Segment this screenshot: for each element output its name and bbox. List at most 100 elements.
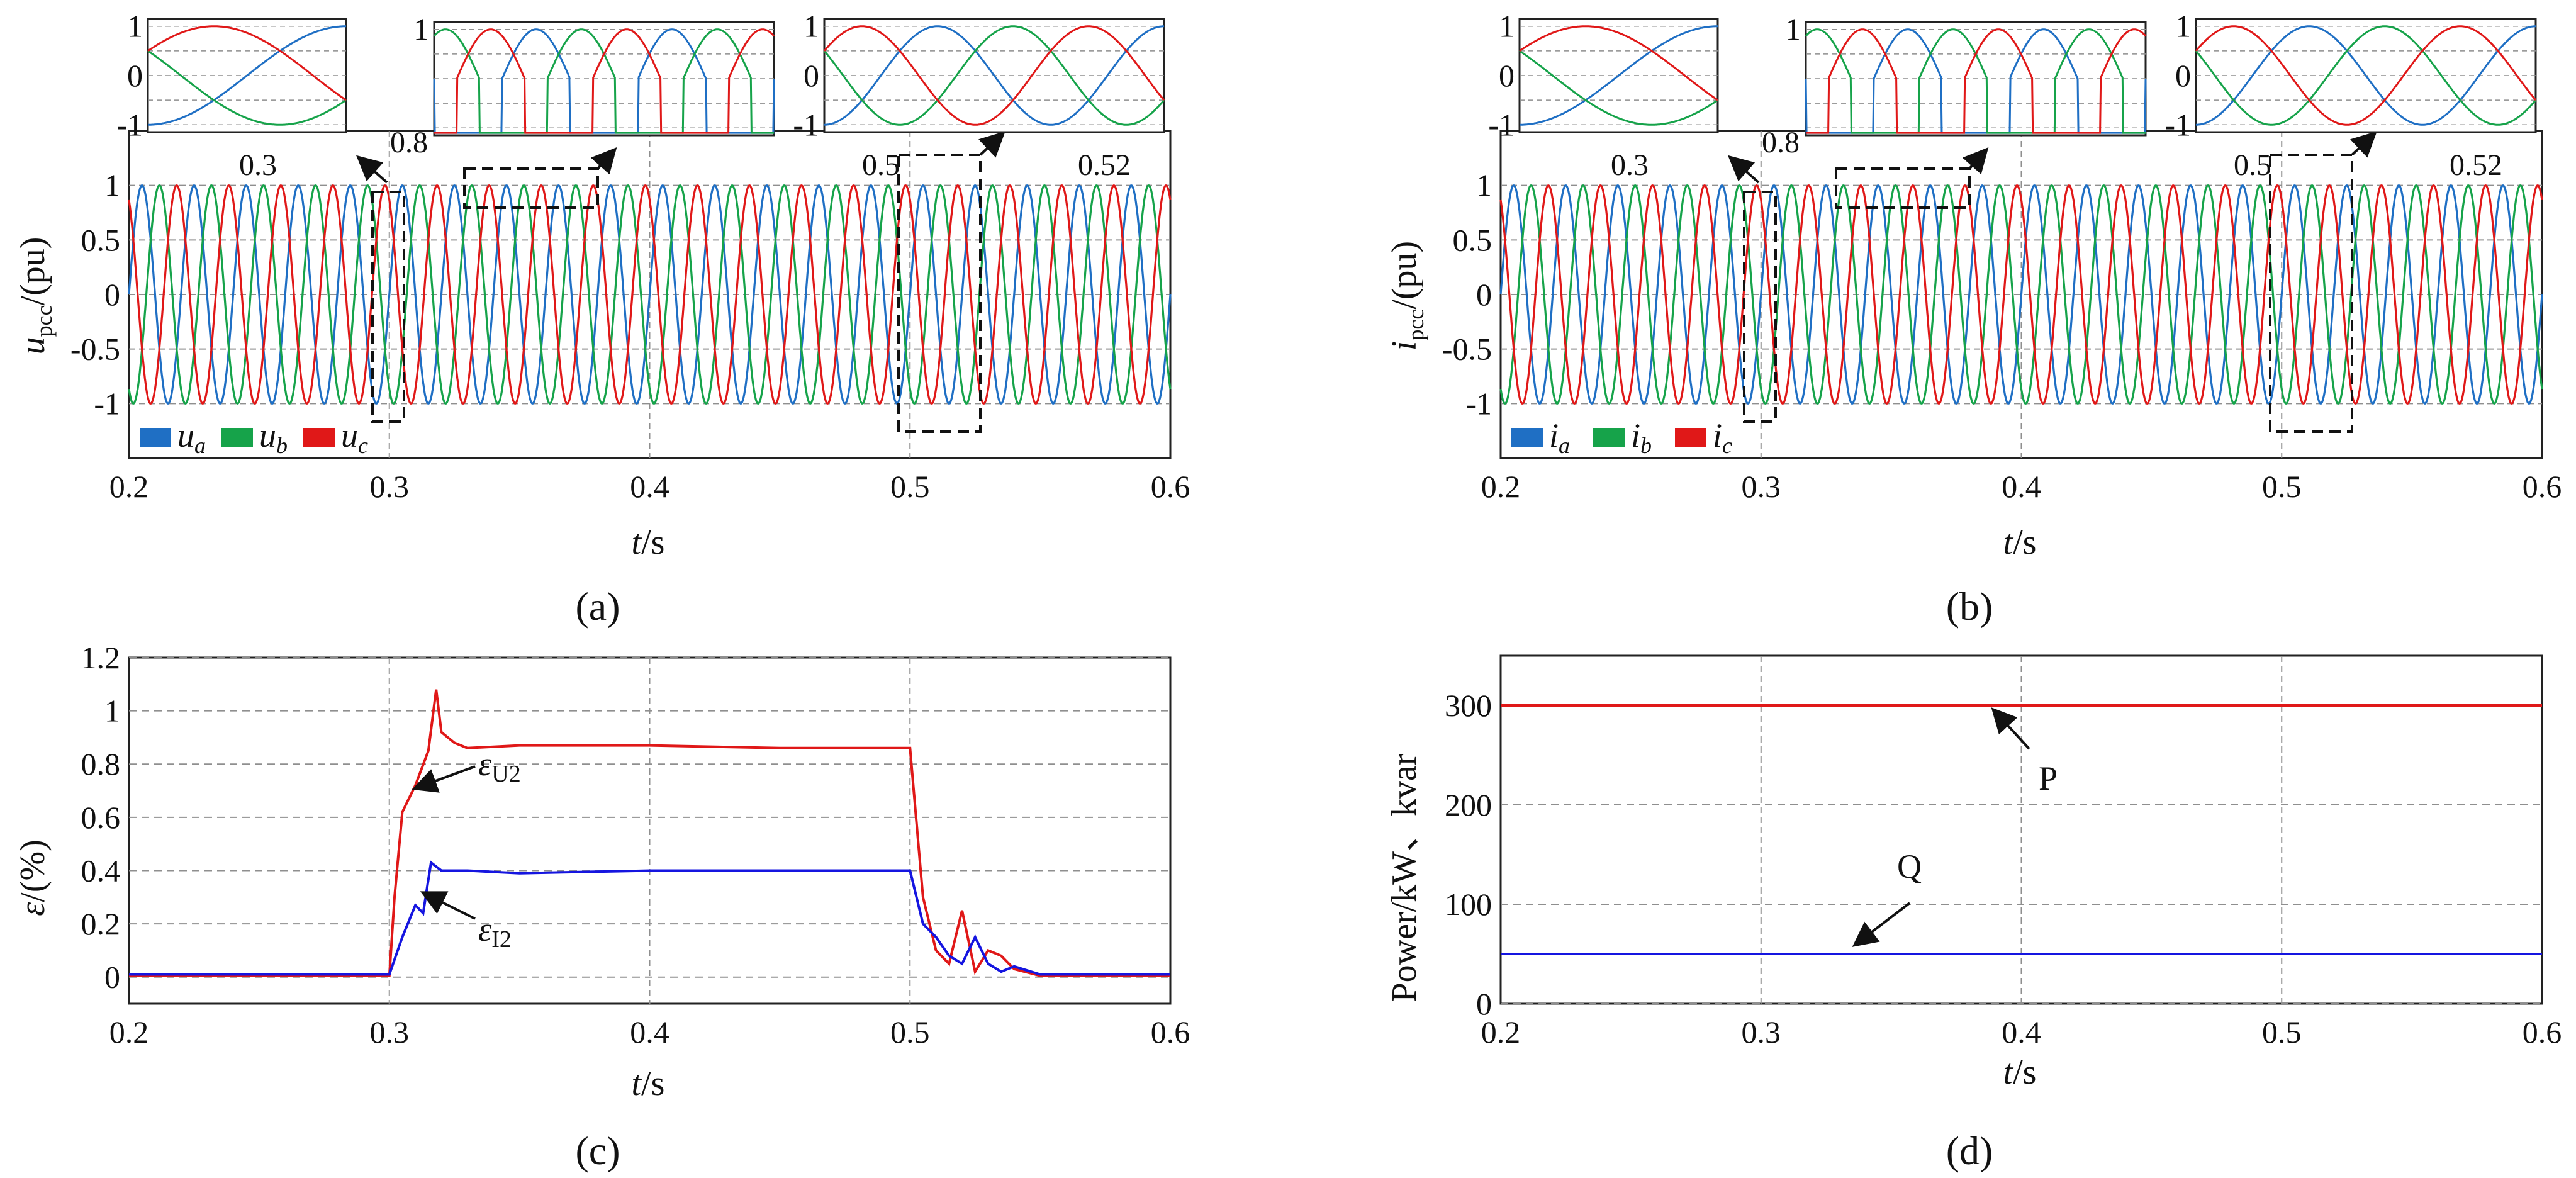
series-i_a [1499,184,2543,405]
legend-swatch-c [1675,428,1706,447]
inset-series-i_c [2195,25,2537,126]
panel-b-xlabel: t/s [2003,523,2037,562]
panel-a-zoom-arrow-2 [590,147,617,175]
y-tick-label: 0.8 [81,746,121,782]
panel-a-zoom-mark-3: 0.5 [862,149,900,182]
y-tick-label: 200 [1445,787,1492,822]
x-tick-label: 0.3 [1742,469,1781,504]
panel-b-current-chart: ipcc/(pu) 1 0.5 0 -0.5 -1 0.2 0.3 0.4 0.5 0.6 1 0… [1385,9,2562,629]
inset-series-u_b [823,25,1165,126]
annotation-ei2: εI2 [478,911,512,953]
panel-a-voltage-chart: upcc/(pu) 1 0.5 0 -0.5 -1 0.2 0.3 0.4 0.5 0.6 1 0… [13,9,1190,629]
x-tick-label: 0.4 [630,1014,669,1050]
panel-b-zoom-box-3 [2269,154,2353,433]
panel-b-plot-group: 1 0.5 0 -0.5 -1 0.2 0.3 0.4 0.5 0.6 [1442,130,2562,504]
legend-swatch-a [140,428,171,447]
legend-label-a: ua [177,417,206,458]
panel-a-yticks: 1 0.5 0 -0.5 -1 [70,168,120,422]
panel-d-ylabel: Power/kW、kvar [1385,753,1424,1002]
y-tick-label: -1 [1465,386,1492,421]
x-tick-label: 0.5 [890,1014,930,1050]
inset-series-i_c [1519,25,1718,101]
panel-c-label: (c) [575,1128,620,1173]
y-tick-label: 300 [1445,688,1492,723]
inset-y-tick-label: -1 [116,107,143,142]
panel-a-zoom-box-3 [897,154,982,433]
panel-a-label: (a) [575,584,620,629]
panel-d-gridlines [1501,656,2542,1004]
inset-y-tick-label: 0 [2175,58,2191,93]
panel-d-xlabel: t/s [2003,1053,2037,1092]
panel-c-ylabel: ε/(%) [13,839,52,916]
panel-a-zoom-mark-4: 0.52 [1078,149,1131,182]
panel-b-zoom-arrow-2 [1962,147,1989,175]
inset-2: 1 [413,12,775,137]
panel-b-zoom-box-2 [1835,167,1971,209]
inset-y-tick-label: 0 [127,58,143,93]
inset-y-tick-label: 1 [127,9,143,44]
panel-a-ylabel: upcc/(pu) [13,237,57,355]
y-tick-label: 1 [104,693,120,729]
x-tick-label: 0.3 [1742,1014,1781,1050]
y-tick-label: 1 [104,168,120,203]
series-u_c [128,184,1172,405]
y-tick-label: -0.5 [70,332,120,367]
x-tick-label: 0.2 [109,469,149,504]
panel-a-legend: ua ub uc [140,417,368,458]
x-tick-label: 0.3 [370,469,410,504]
y-tick-label: 1.2 [81,640,121,675]
x-tick-label: 0.6 [2523,1014,2562,1050]
y-tick-label: 0.2 [81,906,121,941]
panel-a-series [128,184,1172,405]
x-tick-label: 0.4 [2002,1014,2041,1050]
legend-label-c: ic [1713,417,1732,458]
annotation-eu2: εU2 [478,745,521,787]
panel-b-zoom-arrow-1 [1728,155,1760,184]
inset-series-i_a [2195,25,2536,126]
x-tick-label: 0.2 [109,1014,149,1050]
inset-y-tick-label: 1 [1499,9,1515,44]
panel-c-xlabel: t/s [632,1064,665,1103]
inset-y-tick-label: 0 [804,58,819,93]
x-tick-label: 0.5 [890,469,930,504]
panel-b-zoom-mark-1: 0.3 [1611,149,1649,182]
inset-series-i_c [1806,28,2147,134]
y-tick-label: 0 [104,960,120,995]
panel-b-ylabel: ipcc/(pu) [1385,241,1428,351]
panel-a-xlabel: t/s [632,523,665,562]
y-tick-label: -0.5 [1442,332,1492,367]
inset-series-u_c [823,25,1165,126]
inset-y-tick-label: 1 [2175,9,2191,44]
panel-a-zoom-arrow-3 [978,131,1005,158]
y-tick-label: 0 [1476,277,1492,312]
series-u_b [128,184,1172,405]
y-tick-label: 0 [104,277,120,312]
annotation-q: Q [1897,848,1922,885]
inset-series-u_c [434,28,775,134]
panel-b-label: (b) [1946,584,1993,629]
inset-y-tick-label: 1 [804,9,819,44]
panel-d-series [1501,704,2542,955]
y-tick-label: 100 [1445,887,1492,922]
inset-y-tick-label: -1 [793,107,819,142]
panel-a-zoom-box-2 [463,167,599,209]
inset-3: 1 0 -1 [793,9,1165,142]
panel-c-gridlines [129,657,1170,1004]
x-tick-label: 0.4 [630,469,669,504]
inset-y-tick-label: -1 [2164,107,2191,142]
inset-1: 1 0 -1 [1488,9,1719,142]
inset-y-tick-label: -1 [1488,107,1515,142]
inset-series-u_a [824,25,1165,126]
annotation-arrow-p [1991,707,2030,750]
x-tick-label: 0.6 [1151,1014,1190,1050]
inset-3: 1 0 -1 [2164,9,2537,142]
inset-y-tick-label: 0 [1499,58,1515,93]
panel-a-xticks: 0.2 0.3 0.4 0.5 0.6 [109,469,1190,504]
panel-b-insets: 1 0 -1 1 1 0 -1 [1488,9,2537,142]
panel-b-zoom-box-1 [1743,191,1777,423]
x-tick-label: 0.6 [1151,469,1190,504]
series-i_c [1499,184,2543,405]
x-tick-label: 0.2 [1481,469,1521,504]
panel-c-xticks: 0.2 0.3 0.4 0.5 0.6 [109,1014,1190,1050]
